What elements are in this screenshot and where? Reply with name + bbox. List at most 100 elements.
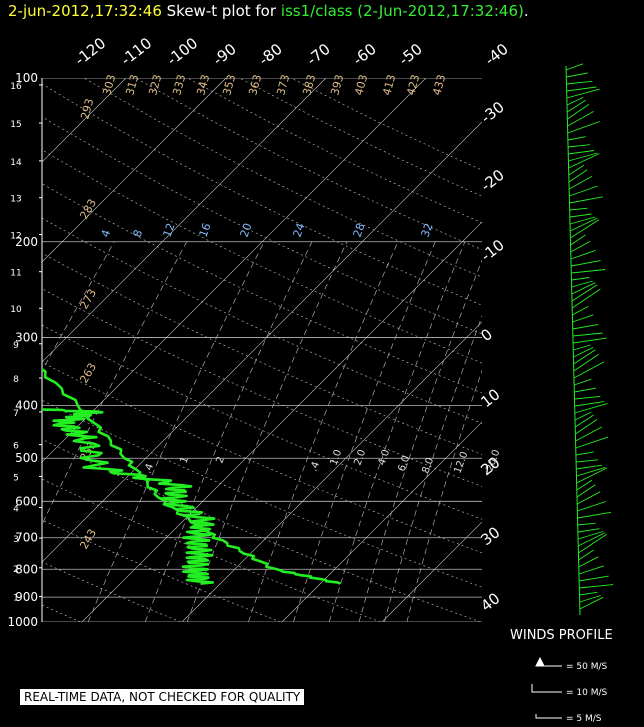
wind-barb bbox=[573, 378, 592, 386]
mixing-label-upper-5: 24 bbox=[291, 221, 308, 239]
wind-barb bbox=[567, 136, 586, 141]
wind-barb bbox=[576, 459, 599, 463]
wind-barb bbox=[569, 196, 603, 204]
mixing-ratio-16 bbox=[293, 241, 436, 622]
km-label-4: 4 bbox=[13, 505, 19, 515]
theta-label-433: 433 bbox=[430, 73, 448, 97]
mixing-label-lower-4: 1.0 bbox=[328, 448, 344, 467]
winds-profile-title: WINDS PROFILE bbox=[510, 628, 613, 643]
isotherm-30 bbox=[381, 521, 482, 622]
mixing-label-upper-7: 32 bbox=[419, 221, 436, 239]
wind-barb bbox=[570, 249, 596, 260]
isotherm-label--50: -50 bbox=[395, 40, 425, 69]
isotherm-label--60: -60 bbox=[349, 40, 379, 69]
isotherm-label-30: 30 bbox=[477, 523, 503, 549]
wind-barb bbox=[573, 349, 596, 365]
mixing-label-lower-1: 1 bbox=[178, 455, 191, 465]
dry-adiabat-433 bbox=[135, 78, 482, 251]
km-label-1: 1 bbox=[13, 594, 19, 604]
isotherm-label--80: -80 bbox=[255, 40, 285, 69]
pressure-label-300: 300 bbox=[15, 331, 38, 345]
wind-barb bbox=[576, 466, 606, 477]
isotherm--20 bbox=[42, 78, 427, 463]
km-label-12: 12 bbox=[10, 232, 21, 242]
wind-barb bbox=[578, 549, 594, 561]
mixing-label-lower-7: 6.0 bbox=[396, 454, 412, 473]
series-dewpoint bbox=[42, 408, 216, 585]
theta-label-373: 373 bbox=[274, 73, 292, 97]
theta-label-323: 323 bbox=[146, 73, 164, 97]
wind-barb bbox=[569, 185, 598, 197]
wind-barb bbox=[568, 164, 585, 176]
wind-barb bbox=[568, 150, 595, 155]
wind-barb bbox=[572, 323, 599, 330]
mixing-ratio-28 bbox=[384, 315, 482, 622]
mixing-label-upper-3: 16 bbox=[197, 221, 214, 239]
wind-barb bbox=[572, 314, 594, 323]
winds-layer bbox=[531, 63, 614, 719]
dry-adiabat-303 bbox=[42, 478, 381, 622]
theta-label-383: 383 bbox=[300, 73, 318, 97]
dry-adiabat-383 bbox=[42, 183, 482, 394]
theta-label-303: 303 bbox=[100, 73, 118, 97]
dry-adiabat-343 bbox=[42, 324, 482, 520]
wind-barb bbox=[574, 387, 597, 393]
wind-barb bbox=[571, 280, 593, 288]
isotherm-label-10: 10 bbox=[477, 385, 503, 411]
wind-barb bbox=[569, 207, 588, 211]
isotherm-label--90: -90 bbox=[209, 40, 239, 69]
wind-barb bbox=[571, 269, 606, 274]
isotherm-label--70: -70 bbox=[303, 40, 333, 69]
wind-barb bbox=[566, 99, 586, 113]
header-time: 2-jun-2012,17:32:46 bbox=[8, 2, 162, 20]
mixing-label-lower-0: .4 bbox=[142, 462, 156, 475]
isotherm-40 bbox=[481, 621, 482, 622]
isotherm--30 bbox=[42, 78, 327, 363]
dry-adiabat-373 bbox=[42, 217, 482, 424]
wind-barb bbox=[568, 169, 588, 183]
theta-label-low-283: 283 bbox=[77, 197, 99, 222]
dry-adiabat-453 bbox=[239, 78, 482, 197]
wind-barb bbox=[567, 111, 594, 127]
mixing-label-upper-6: 28 bbox=[351, 221, 368, 239]
mixing-label-upper-2: 12 bbox=[161, 221, 178, 239]
header-dot: . bbox=[523, 2, 529, 20]
wind-barb bbox=[571, 282, 596, 295]
wind-barb bbox=[570, 219, 600, 239]
wind-barb bbox=[570, 241, 591, 253]
pressure-label-1000: 1000 bbox=[7, 615, 38, 629]
grid-layer bbox=[42, 78, 482, 622]
wind-barb bbox=[575, 451, 594, 456]
dry-adiabat-443 bbox=[187, 78, 482, 224]
mixing-ratio-2 bbox=[42, 241, 188, 526]
km-label-13: 13 bbox=[10, 195, 21, 205]
wind-barb bbox=[571, 288, 601, 309]
km-label-15: 15 bbox=[10, 120, 21, 130]
theta-label-low-263: 263 bbox=[77, 361, 99, 386]
dry-adiabat-413 bbox=[42, 83, 482, 306]
km-label-2: 2 bbox=[13, 565, 19, 575]
wind-barb bbox=[573, 346, 594, 358]
mixing-ratio-1 bbox=[42, 241, 115, 372]
pressure-label-600: 600 bbox=[15, 494, 38, 508]
mixing-label-lower-5: 2.0 bbox=[352, 448, 368, 467]
pressure-label-500: 500 bbox=[15, 451, 38, 465]
wind-barb bbox=[574, 401, 605, 407]
wind-barb bbox=[575, 419, 598, 435]
wind-barb bbox=[576, 464, 603, 470]
isotherm-label--20: -20 bbox=[477, 166, 507, 195]
wind-legend-5-symbol bbox=[535, 714, 562, 719]
series-layer bbox=[42, 367, 341, 585]
isotherm--10 bbox=[42, 121, 482, 563]
theta-label-363: 363 bbox=[246, 73, 264, 97]
isotherm-label--100: -100 bbox=[163, 34, 201, 69]
wind-barb bbox=[573, 361, 605, 379]
theta-label-low-243: 243 bbox=[77, 527, 99, 552]
wind-barb bbox=[567, 104, 590, 120]
wind-barb bbox=[576, 479, 593, 491]
label-layer: 1002003004005006007008009001000123456789… bbox=[7, 34, 511, 629]
dry-adiabat-393 bbox=[42, 149, 482, 364]
wind-barb bbox=[565, 63, 584, 71]
dry-adiabat-333 bbox=[42, 361, 482, 554]
mixing-label-upper-1: 8 bbox=[131, 228, 146, 239]
